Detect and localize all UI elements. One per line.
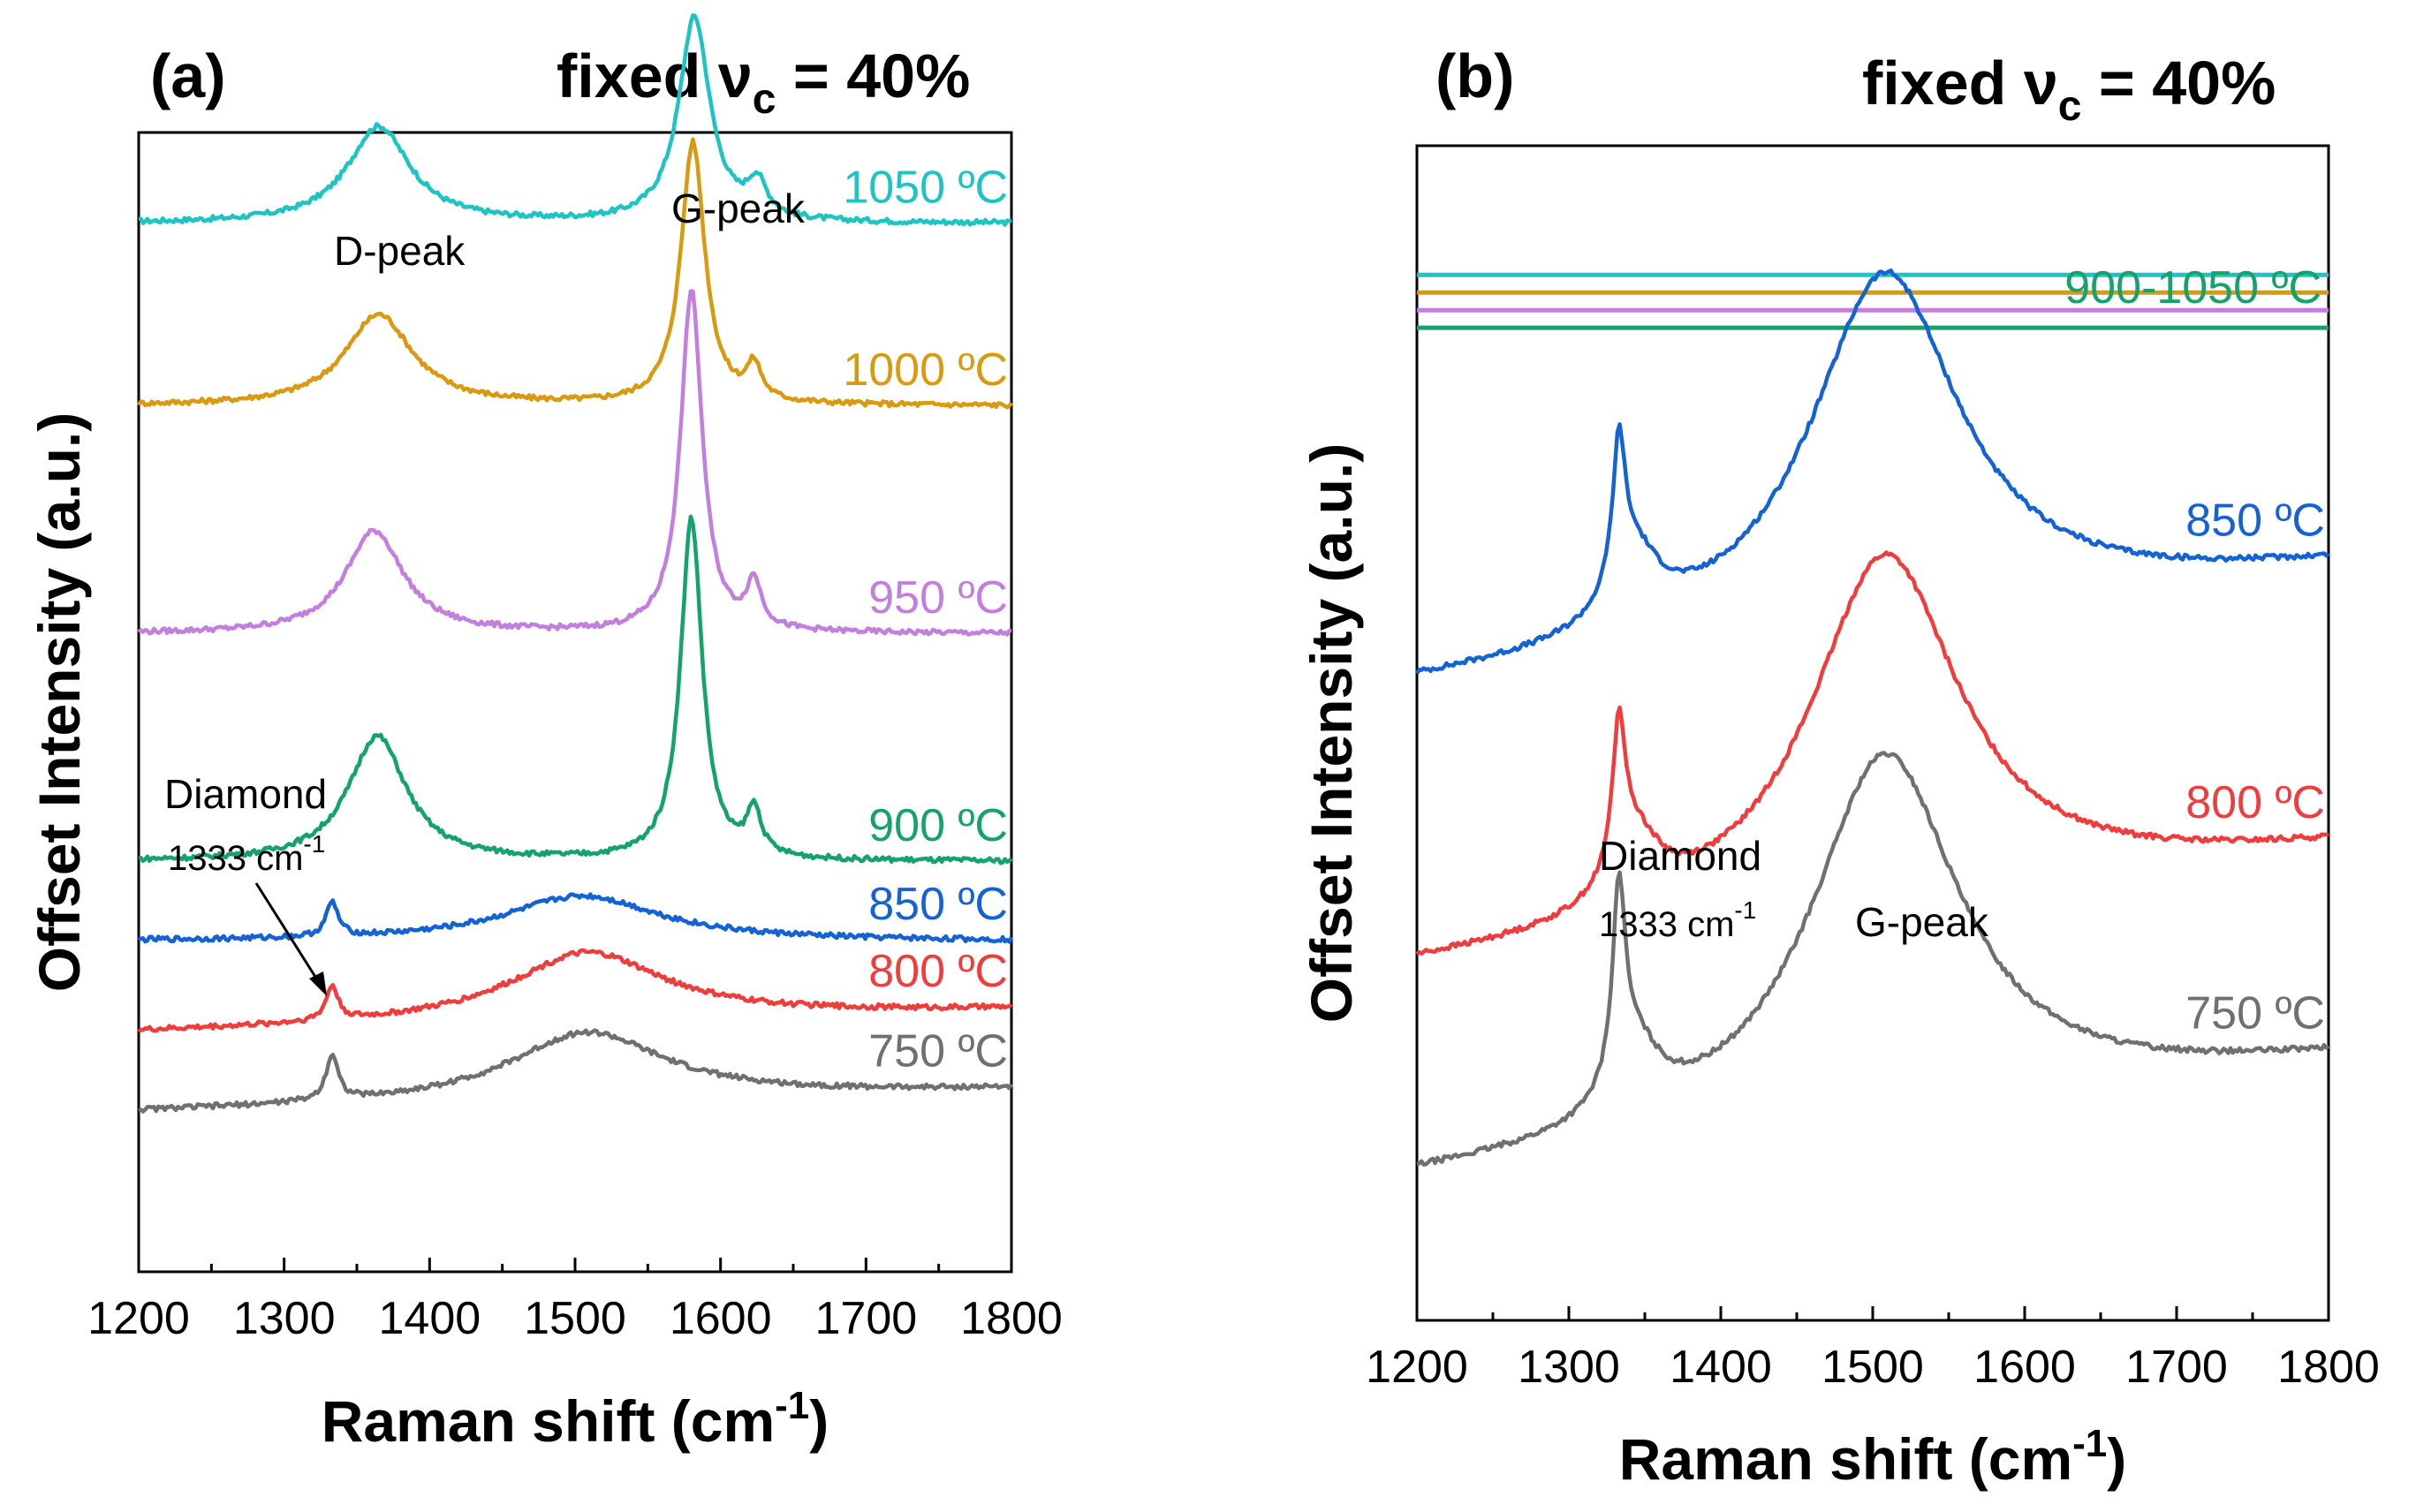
panel-a-x-tick-label-1300: 1300 [233,1293,336,1344]
panel-b-x-tick-label-1600: 1600 [1973,1342,2076,1393]
panel-b: (b) fixed νc = 40% 850 ºC 800 ºC 750 ºC 12… [1299,42,2380,1492]
panel-b-diamond-position: 1333 cm-1 [1599,896,1756,944]
panel-a-label: (a) [150,42,226,110]
panel-a-x-tick-label-1500: 1500 [524,1293,626,1344]
panel-a-x-tick-label-1700: 1700 [814,1293,917,1344]
panel-a-x-tick-label-1200: 1200 [87,1293,190,1344]
panel-b-x-tick-label-1800: 1800 [2277,1342,2380,1393]
panel-a-spectrum-900-c [138,514,1013,866]
panel-a-series-label-850-c: 850 ºC [868,879,1008,930]
panel-a-diamond-annotation: Diamond [164,771,327,817]
panel-b-label: (b) [1435,42,1514,110]
panel-b-x-tick-label-1500: 1500 [1821,1342,1924,1393]
panel-b-condition: fixed νc = 40% [1862,49,2276,130]
panel-a-spectrum-850-c [137,892,1014,944]
panel-a-curves [137,12,1014,1114]
panel-a-g-peak-annotation: G-peak [671,185,806,231]
panel-b-x-tick-label-1200: 1200 [1366,1342,1468,1393]
panel-a-spectrum-800-c [137,948,1013,1033]
panel-b-g-peak-annotation: G-peak [1855,899,1989,945]
panel-b-series-label-850-c: 850 ºC [2185,495,2325,547]
panel-b-curves [1415,268,2330,1167]
panel-a-diamond-position: 1333 cm-1 [168,830,325,878]
panel-a: (a) fixed νc = 40% 1050 ºC 1000 ºC 950 ºC 9… [27,12,1063,1454]
panel-a-series-label-950-c: 950 ºC [868,572,1008,624]
panel-b-flat-lines [1417,272,2329,330]
panel-a-spectrum-750-c [138,1028,1013,1114]
panel-a-x-tick-label-1600: 1600 [670,1293,772,1344]
panel-a-spectrum-1050-c [138,12,1012,227]
panel-a-x-axis-title: Raman shift (cm-1) [322,1384,829,1454]
panel-b-x-tick-label-1300: 1300 [1518,1342,1620,1393]
panel-b-spectrum-850-c [1415,268,2330,675]
panel-a-series-label-1000-c: 1000 ºC [843,344,1008,396]
panel-b-x-tick-label-1700: 1700 [2125,1342,2228,1393]
panel-b-diamond-annotation: Diamond [1599,833,1761,879]
panel-a-series-label-1050-c: 1050 ºC [843,163,1008,214]
panel-a-x-axis: 1200 1300 1400 1500 1600 1700 1800 [87,1258,1063,1344]
panel-b-x-tick-label-1400: 1400 [1670,1342,1772,1393]
panel-b-series-label-750-c: 750 ºC [2185,988,2325,1040]
panel-b-flat-lines-label: 900-1050 ºC [2064,262,2321,314]
panel-a-spectrum-950-c [137,289,1012,637]
panel-b-spectrum-750-c [1416,751,2330,1167]
panel-a-spectrum-1000-c [137,137,1013,410]
panel-a-x-tick-label-1800: 1800 [960,1293,1063,1344]
panel-b-y-axis-title: Offset Intensity (a.u.) [1299,443,1364,1023]
panel-b-plot-frame [1415,144,2330,1322]
panel-b-spectrum-800-c [1415,550,2329,956]
panel-b-x-axis-title: Raman shift (cm-1) [1619,1422,2127,1492]
panel-a-condition: fixed νc = 40% [557,42,970,123]
panel-a-series-label-900-c: 900 ºC [868,800,1008,851]
panel-a-series-label-800-c: 800 ºC [868,946,1008,997]
panel-a-series-labels: 1050 ºC 1000 ºC 950 ºC 900 ºC 850 ºC 800 ºC 75… [843,163,1008,1077]
panel-a-y-axis-title: Offset Intensity (a.u.) [27,412,92,992]
panel-a-diamond-arrow [254,882,327,996]
panel-b-x-axis: 1200 1300 1400 1500 1600 1700 1800 [1366,1306,2380,1393]
panel-b-series-label-800-c: 800 ºC [2185,777,2325,828]
panel-a-series-label-750-c: 750 ºC [868,1025,1008,1077]
panel-a-d-peak-annotation: D-peak [334,228,466,274]
panel-a-x-tick-label-1400: 1400 [378,1293,481,1344]
panel-b-series-labels: 850 ºC 800 ºC 750 ºC [2185,495,2325,1040]
